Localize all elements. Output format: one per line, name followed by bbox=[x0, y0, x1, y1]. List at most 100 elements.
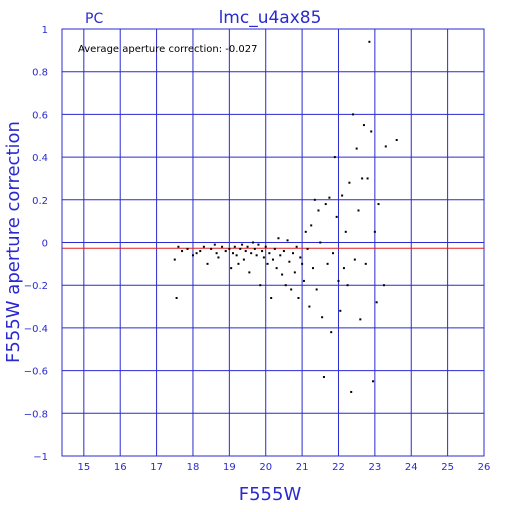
data-point bbox=[297, 297, 300, 300]
data-point bbox=[317, 209, 320, 212]
data-point bbox=[304, 230, 307, 233]
y-tick-label: 1 bbox=[42, 25, 48, 36]
data-point bbox=[315, 288, 318, 291]
data-point bbox=[215, 252, 218, 255]
data-point bbox=[248, 271, 251, 274]
data-point bbox=[362, 124, 365, 127]
data-point bbox=[251, 241, 254, 244]
x-tick-label: 23 bbox=[368, 462, 381, 473]
data-point bbox=[259, 284, 262, 287]
data-point bbox=[341, 194, 344, 197]
data-point bbox=[195, 252, 198, 255]
data-point bbox=[239, 247, 242, 250]
data-point bbox=[302, 279, 305, 282]
x-axis-label: F555W bbox=[239, 484, 302, 505]
data-point bbox=[231, 252, 234, 255]
data-point bbox=[279, 254, 282, 257]
data-point bbox=[273, 247, 276, 250]
data-point bbox=[328, 196, 331, 199]
data-point bbox=[266, 262, 269, 265]
data-point bbox=[395, 139, 398, 142]
data-point bbox=[173, 258, 176, 261]
data-point bbox=[295, 245, 298, 248]
x-tick-label: 18 bbox=[187, 462, 200, 473]
data-point bbox=[264, 245, 267, 248]
data-point bbox=[308, 305, 311, 308]
data-point bbox=[355, 147, 358, 150]
y-tick-label: −0.2 bbox=[24, 281, 48, 292]
data-point bbox=[339, 309, 342, 312]
data-point bbox=[275, 267, 278, 270]
data-point bbox=[368, 40, 371, 43]
data-point bbox=[306, 247, 309, 250]
data-point bbox=[337, 279, 340, 282]
x-tick-label: 22 bbox=[332, 462, 345, 473]
data-point bbox=[348, 181, 351, 184]
data-point bbox=[253, 247, 256, 250]
x-tick-label: 15 bbox=[77, 462, 90, 473]
reference-lines bbox=[62, 242, 484, 249]
data-point bbox=[191, 254, 194, 257]
data-point bbox=[373, 230, 376, 233]
data-point bbox=[186, 247, 189, 250]
y-tick-label: −0.6 bbox=[24, 367, 48, 378]
x-tick-label: 19 bbox=[223, 462, 236, 473]
data-point bbox=[353, 258, 356, 261]
data-point bbox=[312, 267, 315, 270]
data-point bbox=[213, 243, 216, 246]
data-point bbox=[261, 250, 264, 253]
data-point bbox=[277, 237, 280, 240]
data-point bbox=[262, 256, 265, 259]
data-point bbox=[210, 247, 213, 250]
data-point bbox=[330, 331, 333, 334]
data-point bbox=[335, 215, 338, 218]
data-point bbox=[352, 113, 355, 116]
data-point bbox=[319, 241, 322, 244]
x-tick-labels: 15 16 17 18 19 20 21 22 23 24 25 26 bbox=[77, 462, 490, 473]
data-point bbox=[246, 245, 249, 248]
data-point bbox=[326, 262, 329, 265]
data-point bbox=[286, 239, 289, 242]
y-tick-label: −1 bbox=[33, 452, 48, 463]
y-tick-label: 0.4 bbox=[32, 153, 48, 164]
x-tick-label: 21 bbox=[296, 462, 309, 473]
data-point bbox=[299, 256, 302, 259]
data-point bbox=[350, 390, 353, 393]
data-point bbox=[281, 273, 284, 276]
data-point bbox=[290, 288, 293, 291]
data-point bbox=[255, 254, 258, 257]
data-point bbox=[284, 284, 287, 287]
plot-frame bbox=[61, 28, 485, 457]
data-point bbox=[250, 252, 253, 255]
data-point bbox=[293, 271, 296, 274]
data-point bbox=[324, 203, 327, 206]
data-point bbox=[372, 380, 375, 383]
data-point bbox=[292, 252, 295, 255]
data-point bbox=[375, 301, 378, 304]
data-point bbox=[230, 267, 233, 270]
data-point bbox=[242, 258, 245, 261]
data-point bbox=[382, 284, 385, 287]
chart-title: lmc_u4ax85 bbox=[219, 8, 322, 28]
data-point bbox=[241, 243, 244, 246]
data-point bbox=[233, 245, 236, 248]
data-point bbox=[181, 250, 184, 253]
data-point bbox=[202, 245, 205, 248]
x-tick-label: 26 bbox=[478, 462, 491, 473]
data-point bbox=[361, 177, 364, 180]
data-point bbox=[377, 203, 380, 206]
data-point bbox=[370, 130, 373, 133]
corner-label: PC bbox=[85, 11, 103, 27]
data-point bbox=[313, 198, 316, 201]
x-tick-label: 20 bbox=[259, 462, 272, 473]
data-point bbox=[344, 230, 347, 233]
data-point bbox=[384, 145, 387, 148]
data-point bbox=[221, 245, 224, 248]
y-tick-label: −0.4 bbox=[24, 324, 48, 335]
x-tick-label: 16 bbox=[114, 462, 127, 473]
data-point bbox=[366, 177, 369, 180]
average-annotation: Average aperture correction: -0.027 bbox=[78, 44, 258, 55]
y-tick-label: 0 bbox=[42, 239, 48, 250]
data-point bbox=[288, 260, 291, 263]
y-tick-label: 0.8 bbox=[32, 68, 48, 79]
